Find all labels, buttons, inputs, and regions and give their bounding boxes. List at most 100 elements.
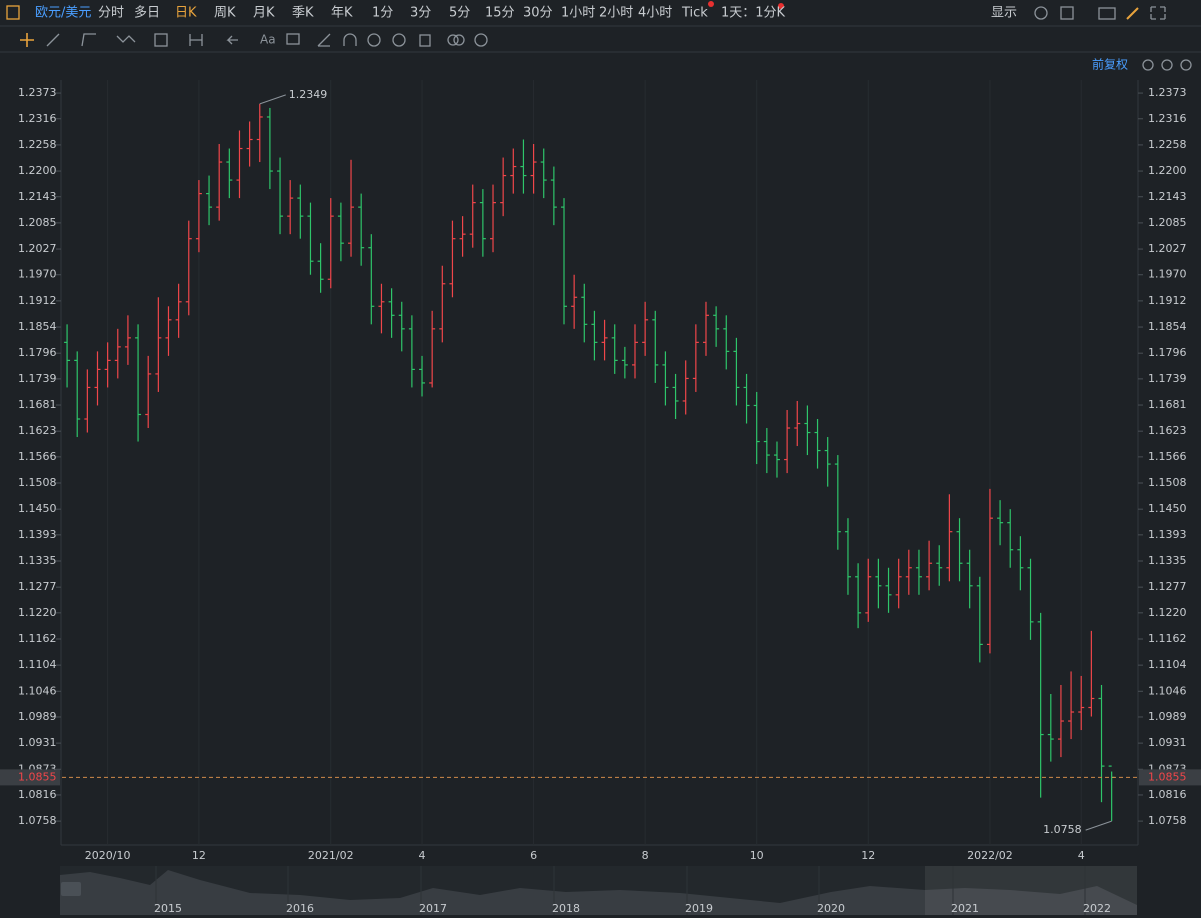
y-tick-label: 1.2200 <box>1148 164 1187 177</box>
measure-tool[interactable] <box>189 34 203 46</box>
layout-icon[interactable] <box>1060 6 1074 20</box>
period-tab[interactable]: 多日 <box>134 5 160 21</box>
y-tick-label: 1.1681 <box>1148 398 1187 411</box>
navigator-year: 2016 <box>286 902 314 915</box>
move-tool[interactable] <box>20 33 34 47</box>
x-tick-label: 2020/10 <box>85 849 131 862</box>
y-tick-label: 1.2085 <box>1148 216 1187 229</box>
y-tick-label: 1.2027 <box>1148 242 1187 255</box>
tool-settings[interactable] <box>474 33 488 47</box>
y-tick-label: 1.1566 <box>1148 450 1187 463</box>
period-tab[interactable]: 1小时 <box>561 6 595 21</box>
adjust-mode[interactable]: 前复权 <box>1092 57 1128 72</box>
y-tick-label: 1.1393 <box>1148 528 1187 541</box>
period-tab[interactable]: 3分 <box>410 6 431 21</box>
angle-tool[interactable] <box>317 33 331 47</box>
delete-tool[interactable] <box>419 34 431 47</box>
period-tab[interactable]: 4小时 <box>638 6 672 21</box>
period-tab[interactable]: 日K <box>175 6 197 21</box>
line-tool[interactable] <box>46 33 60 47</box>
compare-tool[interactable] <box>447 34 459 46</box>
y-tick-label: 1.1739 <box>1148 372 1187 385</box>
y-tick-label: 1.2373 <box>18 86 57 99</box>
x-tick-label: 6 <box>530 849 537 862</box>
y-tick-label: 1.1277 <box>18 580 57 593</box>
period-tab[interactable]: 2小时 <box>599 6 633 21</box>
period-tab[interactable]: 月K <box>253 6 275 21</box>
y-tick-label: 1.0758 <box>18 814 57 827</box>
y-tick-label: 1.0989 <box>18 710 57 723</box>
period-tab[interactable]: 年K <box>331 6 353 21</box>
price-box <box>0 769 60 786</box>
price-label: 1.0855 <box>1148 770 1187 783</box>
x-tick-label: 12 <box>861 849 875 862</box>
x-tick-label: 8 <box>642 849 649 862</box>
period-tab[interactable]: 季K <box>292 6 314 21</box>
y-tick-label: 1.2316 <box>18 112 57 125</box>
max-leader <box>259 94 286 105</box>
navigator-year: 2019 <box>685 902 713 915</box>
y-tick-label: 1.1450 <box>18 502 57 515</box>
note-tool[interactable] <box>286 33 300 45</box>
y-tick-label: 1.2316 <box>1148 112 1187 125</box>
channel-tool[interactable] <box>81 33 96 47</box>
navigator-year: 2021 <box>951 902 979 915</box>
period-tab[interactable]: 15分 <box>485 6 515 21</box>
y-tick-label: 1.1508 <box>18 476 57 489</box>
x-tick-label: 2022/02 <box>967 849 1013 862</box>
period-tab[interactable]: 30分 <box>523 6 553 21</box>
y-tick-label: 1.1104 <box>1148 658 1187 671</box>
badge <box>778 3 784 9</box>
wave-tool[interactable] <box>116 35 136 43</box>
y-tick-label: 1.1335 <box>18 554 57 567</box>
y-tick-label: 1.2258 <box>1148 138 1187 151</box>
period-tab[interactable]: 5分 <box>449 6 470 21</box>
compare-tool[interactable] <box>453 34 465 46</box>
y-tick-label: 1.1854 <box>1148 320 1187 333</box>
x-tick-label: 2021/02 <box>308 849 354 862</box>
price-label: 1.0855 <box>18 770 57 783</box>
x-tick-label: 4 <box>419 849 426 862</box>
y-tick-label: 1.1335 <box>1148 554 1187 567</box>
y-tick-label: 1.1162 <box>18 632 57 645</box>
min-leader <box>1085 820 1112 831</box>
y-tick-label: 1.1912 <box>18 294 57 307</box>
hide-tool[interactable] <box>392 33 406 47</box>
fib-tool[interactable] <box>154 33 168 47</box>
panel-icon[interactable] <box>6 5 20 20</box>
magnet-tool[interactable] <box>343 33 357 46</box>
y-tick-label: 1.2143 <box>1148 190 1187 203</box>
display-menu[interactable]: 显示 <box>991 6 1017 21</box>
navigator-window[interactable] <box>925 866 1137 915</box>
y-tick-label: 1.1566 <box>18 450 57 463</box>
y-tick-label: 1.2085 <box>18 216 57 229</box>
y-tick-label: 1.1912 <box>1148 294 1187 307</box>
zoom-out-icon[interactable] <box>1161 59 1173 71</box>
zoom-in-icon[interactable] <box>1180 59 1192 71</box>
settings-icon[interactable] <box>1034 6 1048 20</box>
lock-tool[interactable] <box>367 33 381 47</box>
y-tick-label: 1.2373 <box>1148 86 1187 99</box>
y-tick-label: 1.0816 <box>1148 788 1187 801</box>
y-tick-label: 1.1046 <box>18 684 57 697</box>
fullscreen-icon[interactable] <box>1150 6 1166 20</box>
period-tab[interactable]: Tick <box>681 6 708 21</box>
text-tool[interactable]: Aa <box>260 33 276 47</box>
period-tab[interactable]: 1分 <box>372 6 393 21</box>
period-tab[interactable]: 分时 <box>98 6 124 21</box>
y-tick-label: 1.2143 <box>18 190 57 203</box>
camera-icon[interactable] <box>1098 7 1116 20</box>
y-tick-label: 1.1220 <box>1148 606 1187 619</box>
x-tick-label: 10 <box>750 849 764 862</box>
reset-icon[interactable] <box>1142 59 1154 71</box>
navigator-year: 2022 <box>1083 902 1111 915</box>
draw-icon[interactable] <box>1126 7 1139 20</box>
y-tick-label: 1.0758 <box>1148 814 1187 827</box>
period-tab[interactable]: 1天：1分K <box>721 6 786 21</box>
navigator-handle[interactable] <box>61 882 81 896</box>
period-tab[interactable]: 周K <box>214 6 236 21</box>
symbol[interactable]: 欧元/美元 <box>35 6 91 21</box>
y-tick-label: 1.1739 <box>18 372 57 385</box>
arrow-tool[interactable] <box>226 35 238 45</box>
